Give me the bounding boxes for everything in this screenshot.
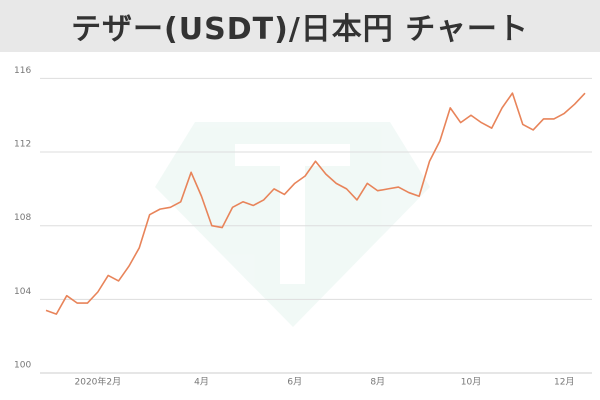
header: テザー(USDT)/日本円 チャート	[0, 0, 600, 52]
watermark	[155, 122, 430, 327]
x-tick-label: 6月	[287, 377, 302, 388]
x-tick-label: 2020年2月	[75, 376, 122, 388]
chart-title: テザー(USDT)/日本円 チャート	[71, 12, 529, 47]
y-tick-label: 108	[14, 213, 31, 223]
y-tick-label: 100	[14, 361, 31, 371]
y-tick-label: 116	[14, 66, 31, 76]
line-series	[45, 92, 586, 315]
y-tick-label: 104	[14, 287, 31, 297]
x-tick-label: 4月	[194, 377, 209, 388]
x-tick-label: 8月	[370, 377, 385, 388]
y-tick-label: 112	[14, 140, 31, 150]
chart: 100 104 108 112 116 2020年2月 4月 6月 8月 10月 12月	[14, 66, 592, 388]
x-tick-label: 12月	[554, 377, 574, 388]
x-tick-label: 10月	[461, 377, 481, 388]
